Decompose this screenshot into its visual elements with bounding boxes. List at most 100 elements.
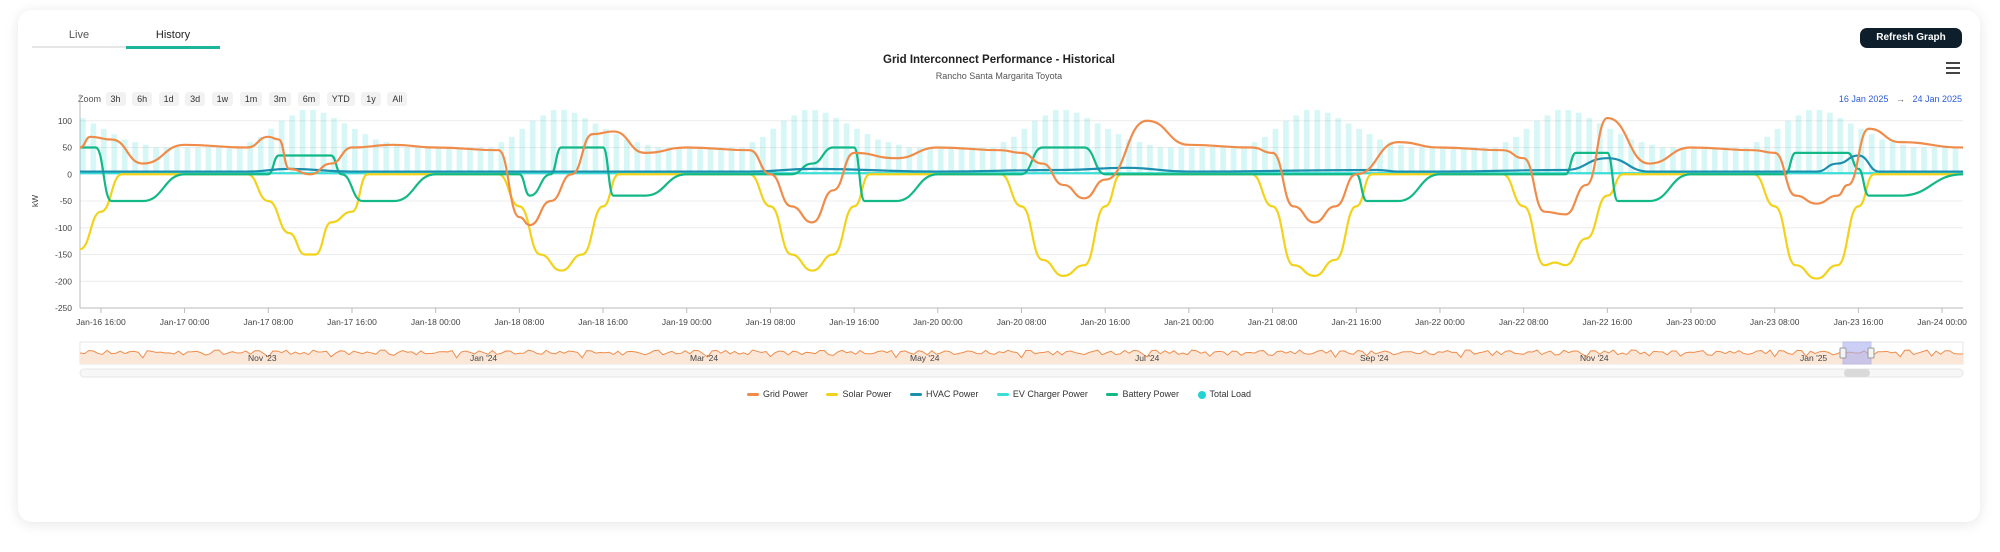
hvac-power-line [80, 154, 1963, 173]
y-tick-label: -250 [55, 303, 72, 313]
x-tick-label: Jan-17 00:00 [160, 317, 210, 327]
x-tick-label: Jan-21 16:00 [1331, 317, 1381, 327]
legend-swatch [746, 393, 759, 397]
total-load-bar [456, 147, 463, 175]
total-load-bar [1575, 112, 1582, 175]
date-from-input[interactable]: 16 Jan 2025 [1838, 94, 1889, 104]
total-load-bar [1387, 142, 1394, 175]
legend-grid-power[interactable]: Grid Power [746, 389, 808, 399]
legend-ev-charger-power[interactable]: EV Charger Power [996, 389, 1088, 399]
total-load-bar [1471, 147, 1478, 175]
navigator-label: Mar '24 [690, 353, 718, 363]
total-load-bar [1105, 128, 1111, 175]
total-load-bar [1126, 139, 1132, 175]
x-tick-label: Jan-22 00:00 [1415, 317, 1465, 327]
total-load-bar [268, 128, 275, 175]
total-load-bar [1565, 110, 1572, 175]
total-load-bar [1607, 128, 1614, 175]
zoom-6h-button[interactable]: 6h [132, 92, 153, 106]
total-load-bar [414, 147, 421, 175]
total-load-bar [1230, 147, 1237, 175]
navigator-right-handle[interactable] [1867, 347, 1875, 359]
total-load-bar [331, 118, 337, 175]
total-load-bar [1732, 147, 1739, 175]
total-load-bar [1073, 112, 1080, 175]
total-load-bar [1942, 147, 1948, 175]
total-load-bar [895, 144, 902, 175]
total-load-bar [289, 115, 295, 175]
total-load-bar [1157, 147, 1164, 175]
total-load-bar [1910, 147, 1917, 175]
total-load-bar [728, 147, 735, 175]
x-tick-label: Jan-19 00:00 [662, 317, 712, 327]
zoom-1m-button[interactable]: 1m [239, 92, 263, 106]
total-load-bar [498, 142, 505, 175]
total-load-bar [425, 147, 431, 175]
legend-label: EV Charger Power [1012, 389, 1088, 399]
zoom-1y-button[interactable]: 1y [361, 92, 381, 106]
total-load-bar [665, 147, 672, 175]
total-load-bar [1011, 136, 1017, 175]
zoom-6m-button[interactable]: 6m [297, 92, 321, 106]
zoom-1w-button[interactable]: 1w [211, 92, 234, 106]
tab-history[interactable]: History [126, 24, 220, 49]
total-load-bar [1220, 147, 1227, 175]
total-load-bar [1167, 147, 1174, 175]
legend-solar-power[interactable]: Solar Power [826, 389, 892, 399]
zoom-3d-button[interactable]: 3d [185, 92, 206, 106]
legend-label: Total Load [1209, 389, 1252, 399]
total-load-bar [592, 123, 599, 175]
zoom-3h-button[interactable]: 3h [105, 92, 126, 106]
total-load-bar [759, 136, 766, 175]
x-tick-label: Jan-19 08:00 [746, 317, 796, 327]
scrollbar-thumb[interactable] [1844, 369, 1870, 377]
total-load-bar [707, 147, 714, 175]
zoom-1d-button[interactable]: 1d [158, 92, 179, 106]
total-load-bar [1701, 147, 1708, 175]
total-load-bar [90, 123, 97, 175]
total-load-bar [937, 147, 944, 175]
legend-total-load[interactable]: Total Load [1197, 389, 1252, 399]
total-load-bar [310, 110, 316, 175]
menu-icon[interactable] [1946, 62, 1960, 74]
total-load-bar [1031, 120, 1038, 175]
total-load-bar [1900, 144, 1906, 175]
total-load-bar [1209, 147, 1216, 175]
total-load-bar [791, 115, 798, 175]
zoom-all-button[interactable]: All [387, 92, 408, 106]
total-load-bar [1691, 147, 1697, 175]
total-load-bar [1481, 147, 1488, 175]
date-range: 16 Jan 2025 → 24 Jan 2025 [1839, 94, 1962, 104]
total-load-bar [1408, 147, 1415, 175]
scrollbar-track [79, 368, 1964, 378]
y-axis-label: kW [30, 195, 40, 207]
total-load-bar [1816, 110, 1823, 175]
x-tick-label: Jan-20 16:00 [1080, 317, 1130, 327]
navigator-left-handle[interactable] [1839, 347, 1847, 359]
total-load-bar [163, 147, 170, 175]
zoom-3m-button[interactable]: 3m [268, 92, 292, 106]
navigator-label: Jul '24 [1135, 353, 1160, 363]
zoom-ytd-button[interactable]: YTD [326, 92, 355, 106]
chart-card: Live History Refresh Graph Grid Intercon… [18, 10, 1980, 522]
legend-hvac-power[interactable]: HVAC Power [910, 389, 978, 399]
legend-battery-power[interactable]: Battery Power [1106, 389, 1179, 399]
chart-legend: Grid Power Solar Power HVAC Power EV Cha… [18, 389, 1980, 399]
total-load-bar [487, 147, 494, 175]
total-load-bar [550, 110, 557, 175]
total-load-bar [1680, 147, 1687, 175]
total-load-bar [1649, 144, 1655, 175]
date-to-input[interactable]: 24 Jan 2025 [1912, 94, 1962, 104]
legend-label: Grid Power [762, 389, 808, 399]
tab-live[interactable]: Live [32, 24, 126, 48]
total-load-bar [477, 147, 484, 175]
total-load-bar [843, 123, 850, 175]
total-load-bar [1774, 128, 1781, 175]
total-load-bar [812, 110, 819, 175]
refresh-graph-button[interactable]: Refresh Graph [1860, 28, 1962, 48]
total-load-bar [1324, 112, 1331, 175]
legend-swatch [910, 393, 923, 397]
total-load-bar [739, 147, 745, 175]
chart-title: Grid Interconnect Performance - Historic… [883, 54, 1115, 66]
total-load-bar [1555, 110, 1561, 175]
